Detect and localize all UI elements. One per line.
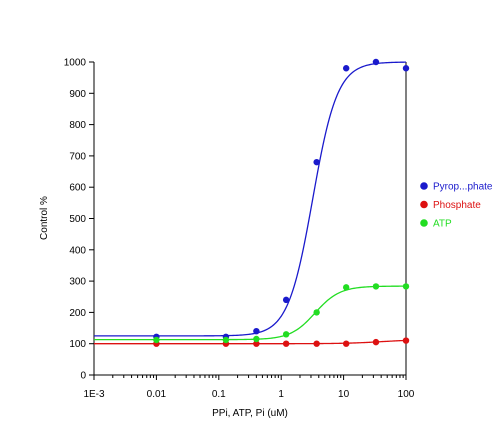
x-tick-label: 0.1	[212, 389, 226, 400]
y-tick-label: 300	[69, 277, 86, 288]
legend-marker	[420, 182, 428, 190]
data-point	[222, 336, 230, 344]
y-tick-label: 600	[69, 183, 86, 194]
data-point	[253, 340, 260, 347]
y-tick-label: 400	[69, 245, 86, 256]
axes: 0 100 200 300 400 500 600 700 800 900 1000 1E-3 0.0…	[64, 58, 415, 401]
legend: Pyrop...phate Phosphate ATP	[420, 182, 493, 230]
data-point	[402, 65, 410, 72]
data-point	[282, 331, 290, 338]
x-axis-title: PPi, ATP, Pi (uM)	[212, 408, 288, 419]
y-axis-title: Control %	[39, 196, 50, 240]
legend-marker	[420, 200, 428, 209]
y-tick-label: 100	[69, 339, 86, 350]
legend-label: Phosphate	[433, 200, 481, 211]
y-tick-label: 0	[80, 371, 86, 382]
x-tick-label: 10	[338, 389, 350, 400]
data-point	[372, 58, 380, 66]
data-point	[153, 336, 160, 344]
data-point	[282, 340, 290, 347]
x-tick-label: 100	[398, 389, 415, 400]
legend-label: ATP	[433, 219, 452, 230]
data-point	[342, 340, 350, 347]
x-tick-label: 0.01	[147, 389, 167, 400]
y-tick-label: 800	[69, 120, 86, 131]
legend-marker	[420, 219, 428, 227]
x-tick-label: 1	[278, 389, 284, 400]
data-point	[253, 335, 260, 343]
data-point	[402, 283, 410, 290]
y-tick-label: 500	[69, 214, 86, 225]
data-point	[313, 340, 320, 347]
data-points	[153, 58, 410, 347]
x-ticks: 1E-3 0.01 0.1 1 10 100	[83, 375, 415, 400]
fit-curve	[94, 61, 407, 337]
y-tick-label: 900	[69, 89, 86, 100]
data-point	[282, 296, 290, 304]
data-point	[253, 327, 260, 335]
data-point	[372, 283, 380, 290]
fit-curve	[94, 339, 407, 345]
fit-curve	[94, 285, 407, 341]
data-point	[313, 309, 320, 316]
data-point	[402, 337, 410, 344]
legend-label: Pyrop...phate	[433, 182, 493, 193]
y-ticks: 0 100 200 300 400 500 600 700 800 900 1000	[64, 58, 94, 382]
data-point	[342, 284, 350, 291]
fit-curves	[94, 61, 407, 345]
y-tick-label: 200	[69, 308, 86, 319]
data-point	[372, 338, 380, 346]
x-tick-label: 1E-3	[83, 389, 105, 400]
y-tick-label: 700	[69, 151, 86, 162]
y-tick-label: 1000	[64, 58, 87, 69]
data-point	[313, 158, 320, 166]
data-point	[342, 65, 350, 72]
